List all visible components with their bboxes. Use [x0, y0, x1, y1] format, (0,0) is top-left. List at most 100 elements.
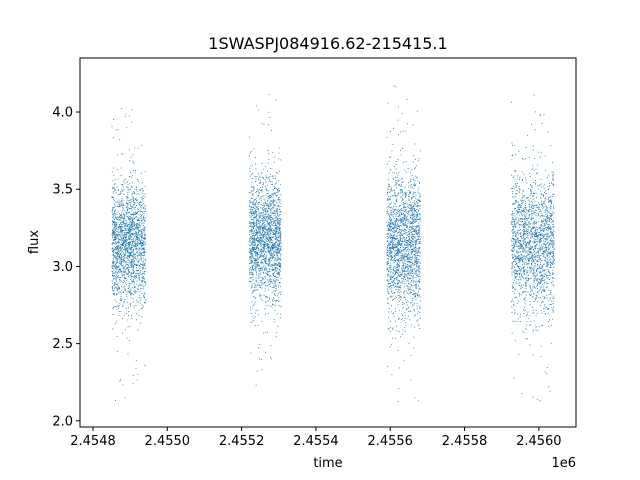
data-point [418, 294, 420, 296]
data-point [137, 227, 139, 228]
data-point [261, 215, 263, 217]
data-point [265, 210, 266, 211]
data-point [414, 310, 415, 312]
data-point [274, 217, 276, 219]
data-point [255, 192, 257, 193]
data-point [125, 228, 126, 230]
data-point [273, 296, 274, 298]
data-point [396, 267, 398, 269]
data-point [263, 255, 265, 257]
data-point [256, 255, 258, 257]
data-point [130, 239, 132, 241]
data-point [403, 258, 405, 259]
data-point [269, 229, 271, 231]
data-point [395, 161, 397, 163]
data-point [387, 291, 389, 293]
data-point [267, 331, 268, 333]
data-point [417, 212, 419, 214]
data-point [272, 269, 274, 271]
data-point [409, 249, 410, 251]
data-point [264, 282, 266, 284]
data-point [140, 264, 142, 265]
data-point [124, 242, 126, 243]
data-point [270, 195, 272, 196]
data-point [269, 247, 271, 249]
data-point [123, 188, 125, 190]
data-point [136, 259, 138, 261]
data-point [120, 258, 122, 260]
data-point [254, 316, 256, 318]
data-point [259, 227, 261, 229]
data-point [144, 365, 146, 366]
data-point [279, 234, 281, 236]
data-point [123, 252, 125, 254]
data-point [111, 271, 113, 272]
data-point [390, 240, 392, 242]
data-point [112, 314, 114, 315]
data-point [404, 237, 406, 238]
data-point [260, 204, 262, 205]
data-point [401, 274, 403, 276]
data-point [393, 189, 395, 191]
data-point [272, 202, 274, 204]
data-point [276, 249, 278, 250]
data-point [265, 269, 267, 270]
data-point [141, 235, 142, 237]
data-point [401, 182, 403, 183]
data-point [413, 210, 415, 212]
data-point [274, 242, 276, 244]
data-point [415, 280, 417, 282]
data-point [279, 227, 281, 229]
data-point [112, 289, 114, 291]
data-point [259, 183, 261, 184]
data-point [280, 233, 281, 235]
data-point [136, 264, 138, 266]
data-point [134, 236, 135, 238]
data-point [120, 299, 122, 301]
data-point [405, 273, 406, 275]
data-point [115, 192, 117, 194]
data-point [390, 186, 392, 188]
data-point [278, 220, 280, 222]
data-point [400, 275, 401, 277]
data-point [134, 282, 135, 284]
data-point [415, 204, 417, 205]
data-point [257, 245, 258, 247]
data-point [112, 208, 113, 210]
data-point [272, 300, 274, 302]
data-point [252, 164, 254, 166]
data-point [280, 249, 282, 251]
data-point [118, 216, 120, 218]
data-point [112, 261, 114, 263]
data-point [406, 285, 408, 287]
data-point [263, 332, 264, 334]
data-point [418, 229, 420, 230]
data-point [402, 307, 404, 309]
data-point [126, 267, 128, 269]
data-point [249, 175, 251, 177]
data-point [388, 191, 390, 193]
data-point [419, 216, 421, 218]
data-point [259, 215, 261, 217]
data-point [403, 217, 405, 219]
data-point [390, 230, 392, 232]
data-point [123, 214, 125, 215]
data-point [138, 249, 140, 251]
data-point [141, 316, 143, 318]
data-point [389, 265, 391, 267]
data-point [274, 267, 276, 269]
data-point [252, 316, 254, 318]
data-point [253, 303, 255, 305]
data-point [128, 224, 130, 225]
data-point [407, 249, 408, 250]
data-point [276, 210, 278, 212]
data-point [271, 246, 273, 247]
data-point [249, 255, 251, 257]
data-point [390, 250, 391, 252]
data-point [249, 216, 251, 218]
data-point [267, 251, 269, 253]
data-point [112, 274, 113, 276]
data-point [280, 236, 282, 238]
data-point [142, 265, 144, 266]
data-point [274, 268, 276, 270]
